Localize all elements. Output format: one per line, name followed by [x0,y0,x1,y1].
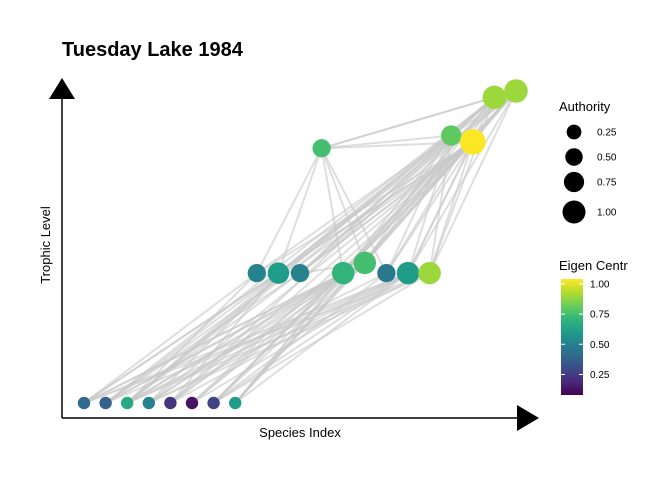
authority-key-1 [565,148,583,166]
species-node-11 [331,261,355,285]
authority-key-label-3: 1.00 [597,208,617,219]
edge-11-17 [342,134,452,274]
eigen-legend-title: Eigen Centr [559,258,628,273]
edge-15-17 [428,135,453,274]
y-axis-label: Trophic Level [38,206,53,284]
species-node-1 [99,396,112,410]
authority-legend: Authority 0.25 0.50 0.75 1.00 [559,99,617,224]
edge-12-17 [363,135,453,264]
edge-13-19 [385,96,496,274]
edge-4-18 [169,141,474,404]
edge-13-16 [320,147,388,274]
edge-16-17 [321,134,452,150]
species-node-9 [267,262,290,284]
edge-13-17 [385,135,453,274]
species-node-13 [377,263,396,283]
y-axis-arrow-icon [49,78,75,99]
species-node-0 [77,396,91,410]
species-node-2 [120,396,134,410]
authority-legend-title: Authority [559,99,611,114]
chart-title: Tuesday Lake 1984 [62,39,244,61]
species-node-5 [185,396,199,410]
edge-2-8 [126,272,258,404]
edge-10-18 [299,141,474,274]
edge-1-19 [104,96,496,404]
edge-4-9 [169,272,280,404]
species-node-8 [247,263,266,283]
edge-9-16 [277,147,323,274]
edge-9-18 [277,141,474,274]
eigen-tick-label-3: 0.25 [590,370,610,381]
edge-8-16 [255,147,323,274]
edge-15-20 [428,90,517,274]
species-node-19 [482,85,507,110]
authority-key-label-1: 0.50 [597,153,617,164]
edge-11-16 [320,148,345,274]
edge-14-20 [407,90,517,274]
species-node-14 [396,261,420,285]
edge-14-17 [407,135,453,274]
authority-key-3 [562,200,586,224]
x-axis-arrow-icon [517,405,539,431]
edge-12-16 [320,147,366,264]
species-node-12 [353,251,377,275]
eigen-tick-label-1: 0.75 [590,310,610,321]
species-node-6 [207,396,220,410]
edge-0-8 [83,272,258,404]
edge-11-19 [342,96,496,274]
edge-5-12 [191,262,366,404]
edge-15-19 [428,97,496,274]
node-layer [77,79,528,410]
authority-key-0 [566,124,582,140]
edge-6-13 [212,272,388,404]
edge-7-14 [234,272,409,404]
edge-6-14 [213,272,409,404]
species-node-10 [290,263,310,283]
species-node-15 [418,261,441,285]
authority-key-label-0: 0.25 [597,128,617,139]
eigen-legend: Eigen Centr 1.00 0.75 0.50 0.25 [559,258,628,395]
edge-3-9 [148,272,280,404]
authority-key-2 [563,171,585,193]
eigen-tick-label-0: 1.00 [590,279,610,290]
species-node-16 [312,139,331,158]
edge-9-19 [277,96,496,274]
edge-layer [83,90,517,404]
eigen-colorbar [561,279,583,395]
species-node-4 [164,396,177,410]
species-node-7 [228,396,242,410]
x-axis-label: Species Index [259,425,341,440]
species-node-17 [441,125,462,146]
authority-key-label-2: 0.75 [597,178,617,189]
edge-14-19 [407,96,496,274]
species-node-3 [142,396,156,410]
species-node-20 [504,79,528,103]
eigen-tick-label-2: 0.50 [590,340,610,351]
species-node-18 [459,129,486,155]
